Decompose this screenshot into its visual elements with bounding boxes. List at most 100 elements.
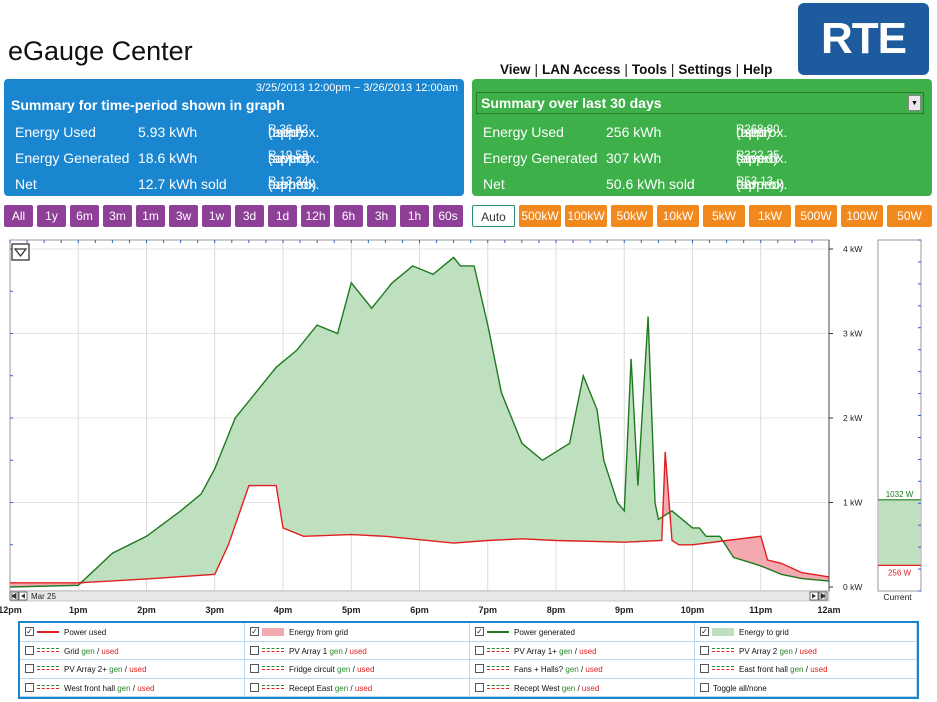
- range-button-12h[interactable]: 12h: [301, 205, 330, 227]
- nav-tools[interactable]: Tools: [631, 62, 667, 77]
- legend-item[interactable]: PV Array 2+ gen / used: [20, 660, 245, 679]
- legend-item[interactable]: PV Array 2 gen / used: [695, 641, 917, 660]
- nav-settings[interactable]: Settings: [678, 62, 732, 77]
- range-button-1h[interactable]: 1h: [400, 205, 429, 227]
- summary-row-net: Net 12.7 kWh sold (approx. R 13.34 earne…: [15, 176, 320, 192]
- scale-button-500w[interactable]: 500W: [795, 205, 837, 227]
- legend-item[interactable]: ✓ Power used: [20, 623, 245, 642]
- range-button-1y[interactable]: 1y: [37, 205, 66, 227]
- time-scrollbar[interactable]: [9, 590, 830, 602]
- scale-button-1kw[interactable]: 1kW: [749, 205, 791, 227]
- legend-checkbox[interactable]: [700, 645, 709, 655]
- legend-item[interactable]: ✓ Power generated: [470, 623, 695, 642]
- range-button-3w[interactable]: 3w: [169, 205, 198, 227]
- range-button-60s[interactable]: 60s: [433, 205, 463, 227]
- y-tick-label: 2 kW: [843, 413, 862, 423]
- scale-button-10kw[interactable]: 10kW: [657, 205, 699, 227]
- chart-menu-toggle-icon[interactable]: [11, 243, 30, 261]
- nav-view[interactable]: View: [500, 62, 531, 77]
- range-button-3m[interactable]: 3m: [103, 205, 132, 227]
- scale-button-5kw[interactable]: 5kW: [703, 205, 745, 227]
- range-button-3d[interactable]: 3d: [235, 205, 264, 227]
- legend-item[interactable]: East front hall gen / used: [695, 660, 917, 679]
- legend-checkbox[interactable]: [250, 664, 259, 673]
- period-select-value: Summary over last 30 days: [481, 95, 662, 111]
- row-label: Net: [483, 176, 505, 192]
- scroll-first-icon[interactable]: [9, 591, 19, 601]
- legend-item[interactable]: Grid gen / used: [20, 641, 245, 660]
- x-tick-label: 8pm: [547, 605, 566, 615]
- range-button-all[interactable]: All: [4, 205, 33, 227]
- legend-label: Grid gen / used: [64, 646, 119, 656]
- scale-button-100kw[interactable]: 100kW: [565, 205, 607, 227]
- scale-button-auto[interactable]: Auto: [472, 205, 515, 227]
- range-button-1m[interactable]: 1m: [136, 205, 165, 227]
- legend-checkbox[interactable]: [475, 664, 484, 673]
- current-label: Current: [883, 592, 912, 602]
- nav-help[interactable]: Help: [743, 62, 773, 77]
- legend-checkbox[interactable]: [475, 645, 484, 655]
- legend-checkbox[interactable]: [25, 664, 34, 673]
- scroll-prev-icon[interactable]: [18, 591, 28, 601]
- range-button-6m[interactable]: 6m: [70, 205, 99, 227]
- scale-button-50kw[interactable]: 50kW: [611, 205, 653, 227]
- legend-swatch: [262, 684, 284, 689]
- legend-checkbox[interactable]: ✓: [700, 627, 709, 636]
- period-summary-panel: Summary over last 30 days ▼ Energy Used …: [472, 79, 932, 196]
- range-button-3h[interactable]: 3h: [367, 205, 396, 227]
- x-axis: 12pm 1pm 2pm 3pm 4pm 5pm 6pm 7pm 8pm 9pm 10pm 11pm 1…: [0, 605, 841, 615]
- legend-item[interactable]: Recept East gen / used: [245, 678, 470, 697]
- legend-item[interactable]: PV Array 1+ gen / used: [470, 641, 695, 660]
- scale-button-500kw[interactable]: 500kW: [519, 205, 561, 227]
- legend-swatch: [712, 647, 734, 652]
- legend-label: Power used: [64, 628, 107, 637]
- legend-grid: ✓ Power used ✓ Energy from grid ✓ Power gener…: [20, 623, 917, 697]
- current-generated-bar: [879, 499, 920, 566]
- legend-label: East front hall gen / used: [739, 665, 828, 674]
- legend-checkbox[interactable]: ✓: [250, 627, 259, 636]
- y-axis: 4 kW 3 kW 2 kW 1 kW 0 kW: [828, 240, 862, 592]
- power-used-line: [10, 451, 830, 584]
- legend-checkbox[interactable]: [475, 682, 484, 692]
- legend-label: Toggle all/none: [713, 683, 767, 693]
- graph-summary-panel: 3/25/2013 12:00pm − 3/26/2013 12:00am Su…: [4, 79, 464, 196]
- legend-swatch: [487, 647, 509, 652]
- legend-item[interactable]: Fridge circuit gen / used: [245, 660, 470, 679]
- legend-checkbox[interactable]: [700, 664, 709, 673]
- row-value: 5.93 kWh: [138, 124, 198, 140]
- range-button-1d[interactable]: 1d: [268, 205, 297, 227]
- scale-button-50w[interactable]: 50W: [887, 205, 932, 227]
- legend-checkbox[interactable]: ✓: [475, 627, 484, 636]
- legend-item[interactable]: Toggle all/none: [695, 678, 917, 697]
- legend-label: PV Array 1 gen / used: [289, 646, 367, 656]
- legend-item[interactable]: ✓ Energy from grid: [245, 623, 470, 642]
- legend-item[interactable]: PV Array 1 gen / used: [245, 641, 470, 660]
- power-chart[interactable]: 4 kW 3 kW 2 kW 1 kW 0 kW 12pm 1pm 2pm 3pm 4pm 5pm…: [0, 236, 937, 616]
- range-button-6h[interactable]: 6h: [334, 205, 363, 227]
- scale-button-100w[interactable]: 100W: [841, 205, 883, 227]
- row-value: 12.7 kWh sold: [138, 176, 227, 192]
- legend-item[interactable]: West front hall gen / used: [20, 678, 245, 697]
- row-value: 18.6 kWh: [138, 150, 198, 166]
- legend-item[interactable]: ✓ Energy to grid: [695, 623, 917, 642]
- row-value: 50.6 kWh sold: [606, 176, 695, 192]
- legend-item[interactable]: Recept West gen / used: [470, 678, 695, 697]
- legend-checkbox[interactable]: [700, 682, 709, 692]
- legend-checkbox[interactable]: ✓: [25, 627, 34, 636]
- legend-checkbox[interactable]: [250, 645, 259, 655]
- legend-checkbox[interactable]: [250, 682, 259, 692]
- range-button-1w[interactable]: 1w: [202, 205, 231, 227]
- legend-checkbox[interactable]: [25, 645, 34, 655]
- chevron-down-icon[interactable]: ▼: [908, 95, 921, 111]
- summary-period-select[interactable]: Summary over last 30 days ▼: [476, 92, 924, 114]
- company-logo: RTE: [798, 3, 929, 75]
- summary-row-generated: Energy Generated 18.6 kWh (approx. R 19.…: [15, 150, 320, 166]
- nav-lan-access[interactable]: LAN Access: [542, 62, 621, 77]
- scroll-last-icon[interactable]: [818, 591, 828, 601]
- legend-item[interactable]: Fans + Halls? gen / used: [470, 660, 695, 679]
- legend-label: PV Array 1+ gen / used: [514, 646, 597, 656]
- legend-label: Fans + Halls? gen / used: [514, 665, 603, 674]
- scroll-next-icon[interactable]: [809, 591, 819, 601]
- summary-row-net: Net 50.6 kWh sold (approx. R53.13 earned…: [483, 176, 788, 192]
- legend-checkbox[interactable]: [25, 682, 34, 692]
